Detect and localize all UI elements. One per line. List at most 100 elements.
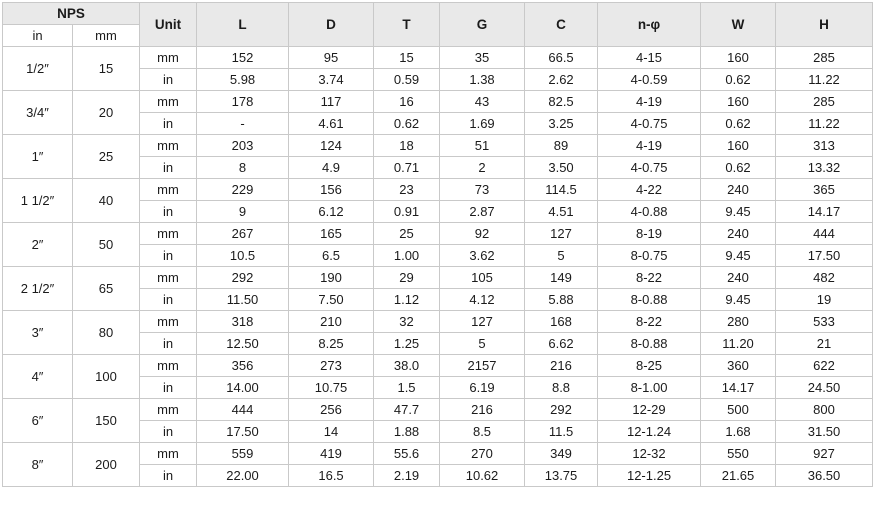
value-cell: 18 [373,134,441,157]
table-row: 2 1/2″ 65 mm 292 190 29 105 149 8-22 240 482 [2,266,874,311]
value-cell: 0.62 [700,112,777,135]
value-cell: 9 [196,200,290,223]
nps-mm-cell: 25 [71,134,141,179]
unit-cell: in [139,464,198,487]
unit-cell: mm [139,46,198,69]
col-header-D: D [288,2,375,47]
value-cell: 23 [373,178,441,201]
value-cell: 5.98 [196,68,290,91]
value-cell: 22.00 [196,464,290,487]
table-row: in 11.50 7.50 1.12 4.12 5.88 8-0.88 9.45 19 [3,288,874,311]
value-cell: 14 [288,420,375,443]
value-cell: 160 [700,134,777,157]
value-cell: 273 [288,354,375,377]
value-cell: 17.50 [196,420,290,443]
nps-in-cell: 3/4″ [2,90,73,135]
col-header-G: G [439,2,526,47]
value-cell: 25 [373,222,441,245]
value-cell: 14.17 [700,376,777,399]
value-cell: 444 [775,222,874,245]
value-cell: 5 [524,244,599,267]
value-cell: 35 [439,46,526,69]
value-cell: 0.62 [700,156,777,179]
value-cell: 11.50 [196,288,290,311]
col-header-n-phi: n-φ [597,2,702,47]
value-cell: 1.38 [439,68,526,91]
value-cell: 559 [196,442,290,465]
value-cell: 6.5 [288,244,375,267]
value-cell: 1.00 [373,244,441,267]
table-row: 4″ 100 mm 356 273 38.0 2157 216 8-25 360 622 [2,354,874,399]
value-cell: 1.68 [700,420,777,443]
value-cell: 3.25 [524,112,599,135]
table-row: in 14.00 10.75 1.5 6.19 8.8 8-1.00 14.17 24.50 [3,376,874,399]
unit-cell: mm [139,266,198,289]
unit-cell: in [139,200,198,223]
value-cell: 13.75 [524,464,599,487]
value-cell: 43 [439,90,526,113]
value-cell: 4-0.75 [597,156,702,179]
value-cell: 2 [439,156,526,179]
value-cell: 4-0.88 [597,200,702,223]
value-cell: 0.59 [373,68,441,91]
nps-mm-cell: 50 [71,222,141,267]
value-cell: 1.5 [373,376,441,399]
table-row: 2″ 50 mm 267 165 25 92 127 8-19 240 444 [2,222,874,267]
value-cell: 1.69 [439,112,526,135]
value-cell: 8.8 [524,376,599,399]
value-cell: 4.51 [524,200,599,223]
table-row: 3/4″ 20 mm 178 117 16 43 82.5 4-19 160 285 [2,90,874,135]
value-cell: 168 [524,310,599,333]
table-row: in 9 6.12 0.91 2.87 4.51 4-0.88 9.45 14.17 [3,200,874,223]
nps-subheader-in: in [2,24,73,47]
nps-mm-cell: 150 [71,398,141,443]
value-cell: 203 [196,134,290,157]
col-header-C: C [524,2,599,47]
value-cell: 4-15 [597,46,702,69]
value-cell: 216 [524,354,599,377]
value-cell: 149 [524,266,599,289]
nps-mm-cell: 15 [71,46,141,91]
value-cell: 11.22 [775,112,874,135]
value-cell: 2157 [439,354,526,377]
value-cell: 11.5 [524,420,599,443]
value-cell: 4-0.59 [597,68,702,91]
unit-cell: in [139,288,198,311]
value-cell: 3.62 [439,244,526,267]
value-cell: 365 [775,178,874,201]
value-cell: 3.74 [288,68,375,91]
table-row: in 22.00 16.5 2.19 10.62 13.75 12-1.25 21.65 36.… [3,464,874,487]
table-row: in -4.61 0.62 1.69 3.25 4-0.75 0.62 11.22 [3,112,874,135]
unit-cell: mm [139,178,198,201]
value-cell: 127 [439,310,526,333]
value-cell: 160 [700,46,777,69]
table-row: 3″ 80 mm 318 210 32 127 168 8-22 280 533 [2,310,874,355]
unit-cell: in [139,420,198,443]
value-cell: 318 [196,310,290,333]
value-cell: 10.62 [439,464,526,487]
value-cell: 6.62 [524,332,599,355]
value-cell: 313 [775,134,874,157]
value-cell: 165 [288,222,375,245]
col-header-L: L [196,2,290,47]
value-cell: 500 [700,398,777,421]
dimensions-table: NPS Unit L D T G C n-φ W H in mm 1/2″ 15 m… [1,2,874,487]
value-cell: 270 [439,442,526,465]
value-cell: 216 [439,398,526,421]
value-cell: 240 [700,222,777,245]
value-cell: 152 [196,46,290,69]
unit-cell: mm [139,134,198,157]
value-cell: 267 [196,222,290,245]
nps-mm-cell: 80 [71,310,141,355]
value-cell: 292 [196,266,290,289]
value-cell: 210 [288,310,375,333]
nps-in-cell: 2″ [2,222,73,267]
value-cell: 160 [700,90,777,113]
value-cell: 9.45 [700,244,777,267]
value-cell: 800 [775,398,874,421]
table-row: 8″ 200 mm 559 419 55.6 270 349 12-32 550 927 [2,442,874,487]
nps-in-cell: 2 1/2″ [2,266,73,311]
value-cell: 12-32 [597,442,702,465]
header-row-main: NPS Unit L D T G C n-φ W H [1,2,874,47]
table-row: 1 1/2″ 40 mm 229 156 23 73 114.5 4-22 240 365 [2,178,874,223]
